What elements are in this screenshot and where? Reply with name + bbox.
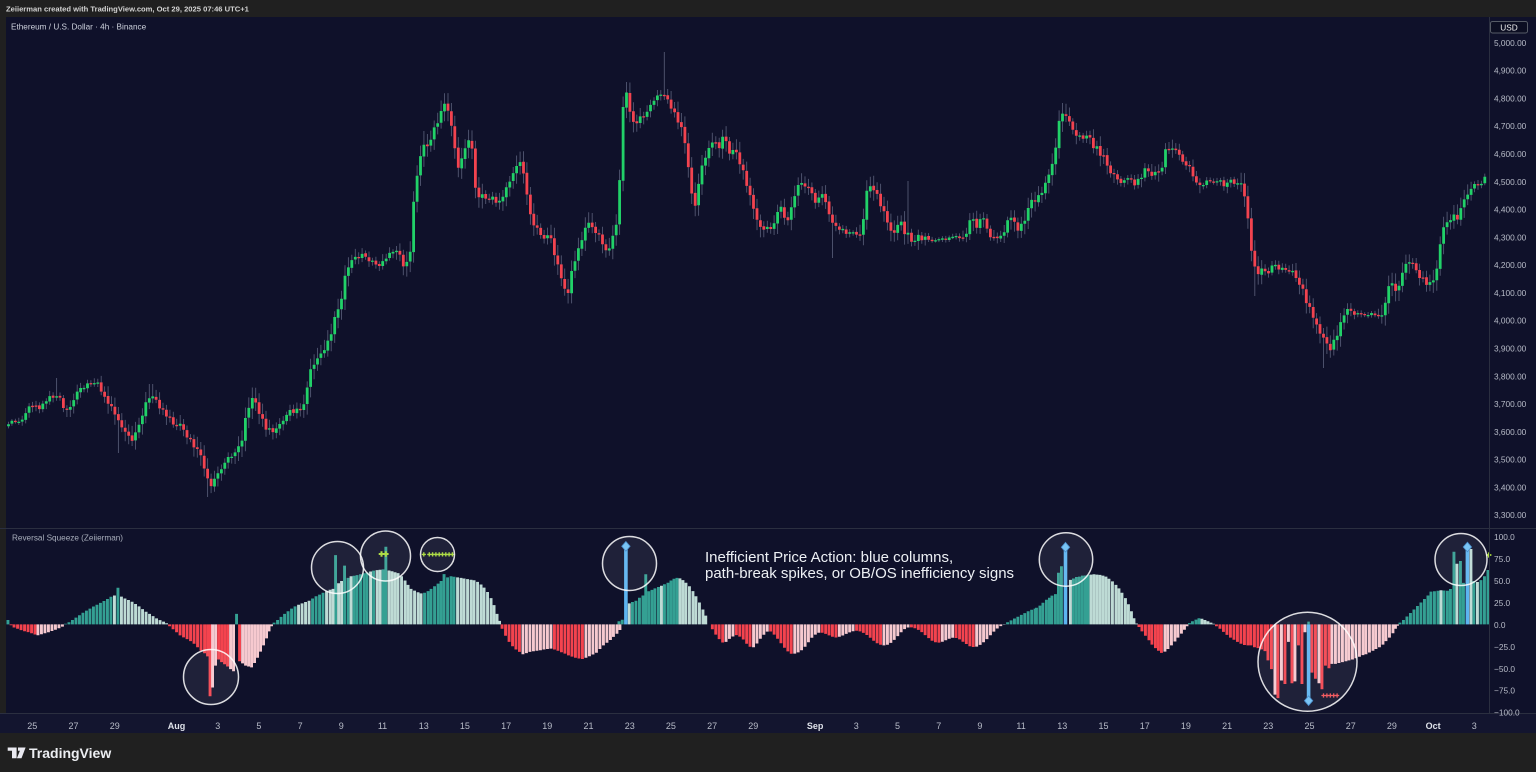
svg-text:path-break spikes, or OB/OS in: path-break spikes, or OB/OS inefficiency… (705, 565, 1014, 582)
svg-text:75.0: 75.0 (1494, 554, 1511, 564)
svg-text:13: 13 (1057, 721, 1067, 731)
svg-text:Reversal Squeeze (Zeiierman): Reversal Squeeze (Zeiierman) (12, 534, 123, 543)
svg-text:3,400.00: 3,400.00 (1494, 482, 1527, 492)
svg-text:19: 19 (542, 721, 552, 731)
svg-text:15: 15 (460, 721, 470, 731)
svg-text:0.0: 0.0 (1494, 620, 1506, 630)
svg-text:Aug: Aug (168, 721, 186, 731)
svg-text:29: 29 (1387, 721, 1397, 731)
svg-text:21: 21 (1222, 721, 1232, 731)
svg-text:4,700.00: 4,700.00 (1494, 121, 1527, 131)
svg-text:50.0: 50.0 (1494, 576, 1511, 586)
svg-text:3,900.00: 3,900.00 (1494, 344, 1527, 354)
svg-text:3: 3 (215, 721, 220, 731)
svg-text:29: 29 (110, 721, 120, 731)
svg-text:−25.0: −25.0 (1494, 642, 1515, 652)
svg-text:3,500.00: 3,500.00 (1494, 455, 1527, 465)
svg-text:4,200.00: 4,200.00 (1494, 260, 1527, 270)
svg-text:23: 23 (1263, 721, 1273, 731)
svg-text:Oct: Oct (1426, 721, 1441, 731)
svg-text:4,500.00: 4,500.00 (1494, 177, 1527, 187)
svg-text:3: 3 (854, 721, 859, 731)
svg-text:9: 9 (977, 721, 982, 731)
svg-text:27: 27 (1346, 721, 1356, 731)
svg-text:−75.0: −75.0 (1494, 686, 1515, 696)
svg-text:Ethereum / U.S. Dollar · 4h ·: Ethereum / U.S. Dollar · 4h · Binance (11, 23, 147, 32)
svg-text:4,100.00: 4,100.00 (1494, 288, 1527, 298)
svg-text:TradingView: TradingView (29, 745, 111, 761)
svg-text:11: 11 (378, 721, 387, 731)
svg-text:4,300.00: 4,300.00 (1494, 232, 1527, 242)
svg-text:19: 19 (1181, 721, 1191, 731)
svg-text:Sep: Sep (807, 721, 824, 731)
svg-text:25: 25 (1304, 721, 1314, 731)
svg-text:4,600.00: 4,600.00 (1494, 149, 1527, 159)
svg-text:7: 7 (936, 721, 941, 731)
svg-text:USD: USD (1500, 22, 1518, 32)
svg-text:3: 3 (1472, 721, 1477, 731)
svg-text:Inefficient Price Action: blue: Inefficient Price Action: blue columns, (705, 549, 953, 566)
svg-text:25.0: 25.0 (1494, 598, 1511, 608)
svg-text:3,700.00: 3,700.00 (1494, 399, 1527, 409)
svg-text:5,000.00: 5,000.00 (1494, 38, 1527, 48)
svg-text:25: 25 (27, 721, 37, 731)
svg-text:4,400.00: 4,400.00 (1494, 205, 1527, 215)
svg-text:15: 15 (1098, 721, 1108, 731)
svg-text:29: 29 (748, 721, 758, 731)
svg-text:17: 17 (501, 721, 511, 731)
svg-text:13: 13 (419, 721, 429, 731)
svg-text:7: 7 (298, 721, 303, 731)
svg-text:100.0: 100.0 (1494, 532, 1515, 542)
svg-text:25: 25 (666, 721, 676, 731)
svg-text:5: 5 (256, 721, 261, 731)
svg-text:27: 27 (68, 721, 78, 731)
svg-text:−50.0: −50.0 (1494, 664, 1515, 674)
svg-text:5: 5 (895, 721, 900, 731)
svg-text:Zeiierman created with Trading: Zeiierman created with TradingView.com, … (6, 5, 250, 14)
svg-text:3,600.00: 3,600.00 (1494, 427, 1527, 437)
svg-text:−100.0: −100.0 (1494, 708, 1520, 718)
svg-text:11: 11 (1016, 721, 1025, 731)
svg-text:3,300.00: 3,300.00 (1494, 510, 1527, 520)
svg-text:4,900.00: 4,900.00 (1494, 66, 1527, 76)
svg-text:4,000.00: 4,000.00 (1494, 316, 1527, 326)
svg-text:4,800.00: 4,800.00 (1494, 94, 1527, 104)
svg-text:9: 9 (339, 721, 344, 731)
svg-text:17: 17 (1140, 721, 1150, 731)
svg-text:23: 23 (625, 721, 635, 731)
svg-text:21: 21 (583, 721, 593, 731)
svg-text:3,800.00: 3,800.00 (1494, 371, 1527, 381)
svg-text:27: 27 (707, 721, 717, 731)
